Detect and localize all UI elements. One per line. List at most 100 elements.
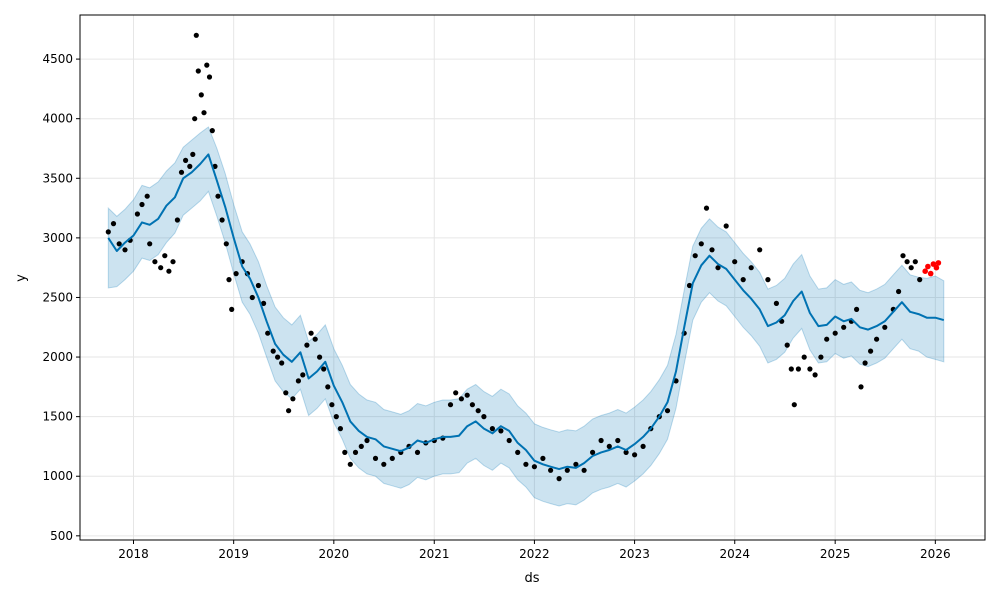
observed-point [453,390,459,396]
observed-point [122,247,128,253]
y-tick-label: 4000 [42,112,73,126]
observed-point [265,330,271,336]
observed-point [347,461,353,467]
observed-point [187,163,193,169]
observed-point [286,408,292,414]
observed-point [195,68,201,74]
observed-point [358,443,364,449]
observed-point [874,336,880,342]
observed-point [290,396,296,402]
observed-point [606,443,612,449]
observed-point [364,437,370,444]
observed-point [233,271,239,277]
observed-point [908,265,914,271]
observed-point [312,336,318,342]
observed-point [193,32,199,38]
y-tick-label: 1000 [42,469,73,483]
plot-frame [79,14,986,541]
observed-point [896,288,902,295]
observed-point [531,464,538,470]
y-tick-label: 2500 [42,290,73,304]
observed-point [192,116,198,122]
observed-point [325,384,331,390]
observed-point [748,265,754,271]
observed-point [249,294,255,301]
x-tick-label: 2023 [619,547,650,561]
observed-point [342,449,348,455]
observed-point [824,336,830,342]
observed-point [489,426,495,432]
observed-point [209,128,215,134]
x-tick-label: 2021 [419,547,450,561]
observed-point [183,157,189,163]
observed-point [498,428,504,434]
observed-point [458,396,464,402]
observed-point [732,259,738,265]
y-tick-label: 2000 [42,350,73,364]
observed-point [270,348,276,354]
recent-point [933,264,940,271]
grid-lines [80,15,985,540]
x-tick-label: 2019 [218,547,249,561]
observed-point [818,354,824,360]
recent-point [927,270,934,277]
observed-point [795,366,802,372]
observed-point [632,452,638,458]
observed-point [788,366,794,372]
x-axis-label: ds [524,571,539,586]
observed-point [105,229,111,235]
observed-point [317,354,323,360]
observed-point [372,455,379,461]
observed-point [623,449,629,455]
observed-point [791,402,797,408]
observed-point [152,259,158,265]
x-tick-label: 2025 [820,547,851,561]
observed-point [414,449,421,455]
observed-point [709,247,715,253]
observed-point [166,268,172,274]
x-tick-label: 2022 [519,547,550,561]
observed-point [581,467,587,473]
observed-point [540,455,546,461]
y-axis-ticks: 500 1000 1500 2000 2500 3000 3500 4000 4500 [42,52,80,543]
observed-point [174,217,180,223]
observed-point [162,253,168,259]
observed-point [784,342,790,348]
observed-point [858,384,864,390]
observed-point [300,372,306,378]
observed-points [105,32,923,482]
recent-point [935,260,942,266]
observed-point [283,390,289,396]
observed-point [703,205,710,211]
observed-point [573,461,579,467]
observed-point [134,211,140,217]
observed-point [110,221,117,227]
observed-point [352,449,359,455]
y-axis-label: y [14,274,29,282]
forecast-line-group [107,153,945,471]
observed-point [698,241,704,247]
observed-point [757,247,763,253]
observed-point [882,324,888,330]
observed-point [139,201,145,208]
x-tick-label: 2024 [719,547,750,561]
observed-point [862,360,868,366]
y-tick-label: 4500 [42,52,73,66]
observed-point [201,110,207,116]
observed-point [464,392,470,398]
observed-point [904,259,910,265]
observed-point [832,330,838,336]
observed-point [308,330,314,336]
observed-point [333,414,339,420]
observed-point [116,241,122,247]
x-tick-label: 2020 [319,547,350,561]
observed-point [190,151,196,157]
observed-point [226,277,232,283]
observed-point [206,74,213,80]
observed-point [389,455,395,461]
observed-point [807,366,813,372]
observed-point [773,300,780,306]
observed-point [279,360,285,366]
recent-point [922,268,928,275]
